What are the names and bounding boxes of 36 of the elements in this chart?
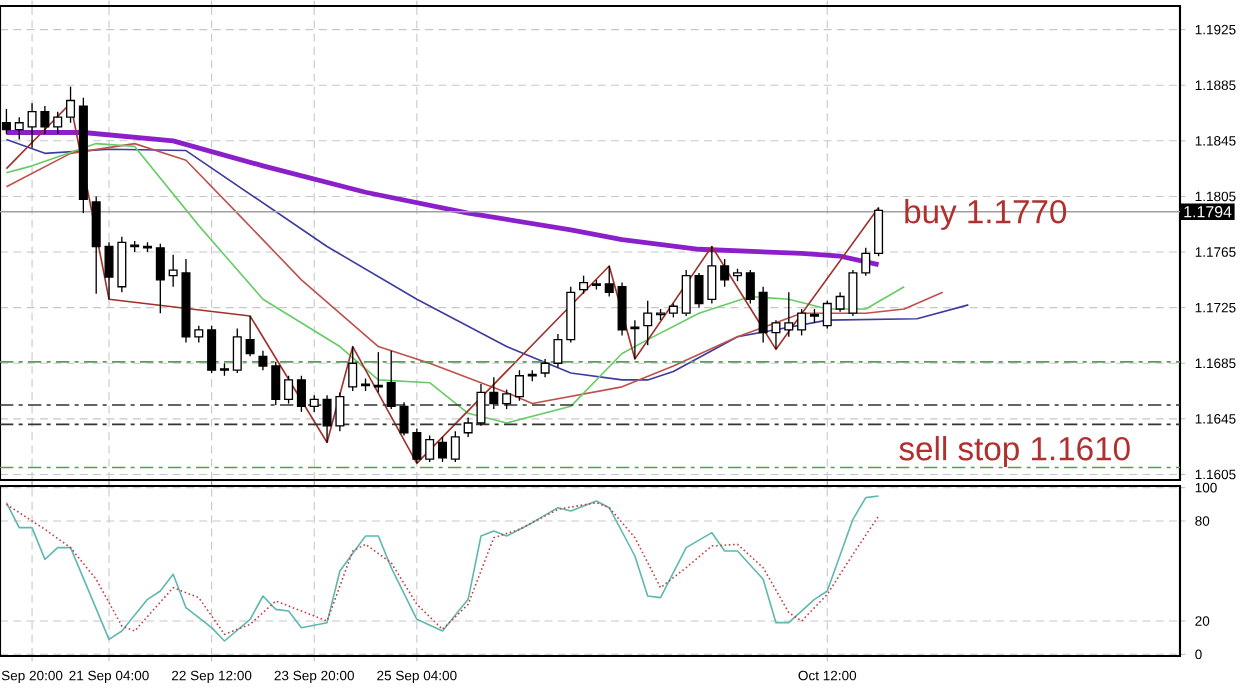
candlestick [643,300,653,346]
candlestick [425,434,435,463]
candlestick [207,325,217,374]
candlestick [450,430,460,463]
candlestick [386,350,396,410]
candlestick [271,361,281,406]
candlestick [155,243,165,314]
candlestick [373,351,383,394]
candlestick [53,110,63,135]
candlestick [566,286,576,344]
candlestick [245,315,255,357]
candlestick [232,327,242,374]
candlestick [822,300,832,330]
candlestick [348,345,358,392]
candlestick [874,206,884,257]
candlestick [284,375,294,405]
candlestick [514,369,524,402]
candlestick [489,376,499,410]
candlestick [579,275,589,295]
candlestick [437,436,448,463]
candlestick [258,350,268,371]
candlestick [797,308,807,337]
candlestick [720,258,730,288]
annotation: sell stop 1.1610 [899,436,1130,468]
candlestick [296,375,306,413]
annotation: buy 1.1770 [905,199,1067,231]
candlestick [681,269,691,317]
candlestick [604,265,614,298]
candlestick [861,247,871,277]
line-series [5,102,880,465]
candlestick [66,85,76,124]
candlestick [91,195,101,295]
candlestick [502,388,512,410]
candlestick [784,291,794,338]
candlestick [745,269,755,305]
candlestick [14,116,24,141]
